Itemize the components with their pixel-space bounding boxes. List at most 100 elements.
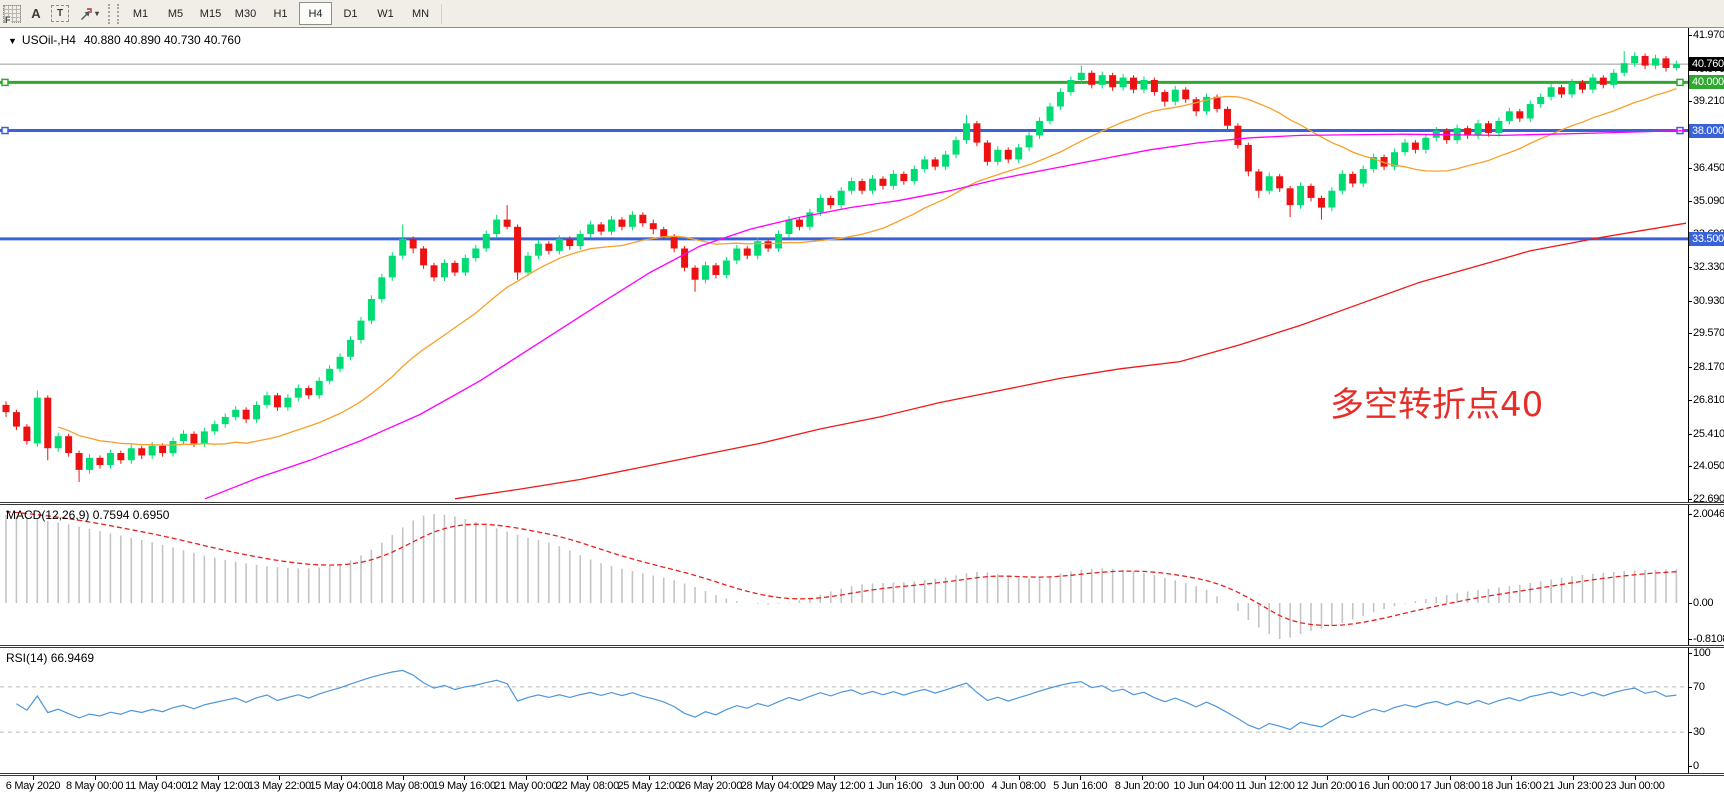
macd-signal-line [5,510,1677,627]
symbol-collapse-icon[interactable]: ▼ [8,36,17,46]
timeframe-button-d1[interactable]: D1 [343,7,358,20]
time-axis-tick [1326,776,1328,780]
price-axis-tick [1689,200,1692,202]
timeframe-toolbar: M1 M5 M15 M30 H1 H4 D1 W1 MN [123,2,438,25]
timeframe-button-m30[interactable]: M30 [234,7,257,20]
candles-layer [2,51,1680,482]
price-axis-tick [1689,267,1692,268]
rsi-axis-tick [1689,653,1692,654]
macd-indicator-label: MACD(12,26,9) 0.7594 0.6950 [6,508,169,522]
rsi-value: 66.9469 [50,651,95,665]
time-axis-tick [94,776,96,780]
macd-plot[interactable]: MACD(12,26,9) 0.7594 0.6950 [0,505,1689,645]
pane-separator[interactable] [0,502,1724,505]
price-pane[interactable]: ▼ USOil-,H4 40.880 40.890 40.730 40.760 多空… [0,28,1724,505]
time-axis-tick [1203,776,1205,780]
macd-pane[interactable]: MACD(12,26,9) 0.7594 0.6950 2.0046 0.00 -0… [0,505,1724,645]
timeframe-button-m1[interactable]: M1 [132,7,149,20]
time-axis-label: 8 May 00:00 [65,780,124,792]
chart-stack: ▼ USOil-,H4 40.880 40.890 40.730 40.760 多空… [0,28,1724,794]
time-axis-label: 28 May 04:00 [740,780,804,792]
time-axis-label: 5 Jun 16:00 [1053,780,1108,792]
timeframe-button-h4[interactable]: H4 [299,2,332,25]
rsi-axis-label: 0 [1693,760,1699,772]
toolbar-separator [441,3,442,24]
price-plot[interactable]: ▼ USOil-,H4 40.880 40.890 40.730 40.760 多空… [0,28,1689,502]
pane-separator[interactable] [0,645,1724,648]
time-axis-tick [1388,776,1390,780]
time-axis-tick [402,776,404,780]
price-axis-tick [1689,101,1692,103]
arrows-dropdown-caret[interactable]: ▾ [94,9,99,18]
toolbar: F A T ▾ M1 M5 M15 M30 H1 H4 D1 W1 MN [0,0,1724,28]
time-axis-label: 11 Jun 12:00 [1235,780,1295,792]
timeframe-button-m5[interactable]: M5 [167,7,184,20]
macd-values: 0.7594 0.6950 [92,508,170,522]
time-axis-label: 4 Jun 08:00 [991,780,1046,792]
arrows-icon [80,7,92,20]
time-axis-label: 26 May 20:00 [679,780,743,792]
time-axis-label: 10 Jun 04:00 [1173,780,1234,792]
time-axis-label: 16 Jun 00:00 [1358,780,1419,792]
price-axis-label: 26.810 [1693,393,1724,406]
macd-axis-tick [1689,513,1692,515]
macd-histogram [5,513,1678,639]
macd-axis-label: 2.0046 [1693,507,1724,520]
rsi-axis-tick [1689,732,1692,734]
rsi-axis-label: 100 [1693,647,1711,659]
price-axis-tick [1689,399,1692,401]
rsi-indicator-label: RSI(14) 66.9469 [6,651,94,665]
time-axis-tick [1449,776,1451,780]
time-axis-tick [649,776,650,780]
time-axis-label: 11 May 04:00 [125,780,188,792]
time-axis-label: 12 Jun 20:00 [1296,780,1357,792]
text-box-tool-button[interactable]: T [48,3,72,25]
time-axis-tick [33,776,34,780]
ma-slow-line [454,222,1687,500]
price-label-40.760: 40.760 [1689,57,1724,72]
rsi-axis-label: 70 [1693,680,1705,693]
price-axis-label: 22.690 [1693,493,1724,505]
text-label-tool-button[interactable]: A [24,3,48,25]
time-axis-tick [1141,776,1143,780]
price-axis-label: 24.050 [1693,460,1724,473]
price-label-38.000: 38.000 [1689,123,1724,138]
time-axis-label: 12 May 12:00 [186,780,250,792]
time-axis-tick [772,776,774,780]
hline-endpoint-marker [1676,78,1684,87]
time-axis-label: 19 May 16:00 [432,780,496,792]
timeframe-button-w1[interactable]: W1 [377,7,394,20]
price-axis-tick [1689,466,1692,468]
rsi-plot[interactable]: RSI(14) 66.9469 [0,648,1689,773]
time-axis-tick [1634,776,1636,780]
time-axis-label: 6 May 2020 [5,780,61,792]
time-axis-label: 8 Jun 20:00 [1114,780,1170,792]
text-label-icon: A [31,6,41,21]
price-axis-label: 39.210 [1693,95,1724,108]
rsi-chart [0,669,1688,733]
timeframe-button-m15[interactable]: M15 [199,7,222,20]
price-axis-label: 28.170 [1693,361,1724,374]
price-axis-label: 30.930 [1693,294,1724,307]
macd-axis-tick [1689,603,1692,604]
time-axis-label: 18 Jun 16:00 [1481,780,1542,792]
price-label-40.000: 40.000 [1689,75,1724,90]
price-axis-label: 32.330 [1693,261,1724,273]
price-axis-label: 41.970 [1693,29,1724,41]
selection-grid-tool-button[interactable]: F [0,3,24,25]
toolbar-grip[interactable] [108,3,119,24]
price-axis-tick [1689,367,1692,369]
rsi-pane[interactable]: RSI(14) 66.9469 100 70 30 0 [0,647,1724,773]
time-axis-tick [1018,776,1020,780]
selection-grid-icon: F [3,4,21,25]
price-axis[interactable]: 41.97040.57039.21037.81036.45035.09033.6… [1689,28,1724,505]
arrows-tool-button[interactable]: ▾ [72,3,106,25]
time-axis[interactable]: 6 May 2020 8 May 00:00 11 May 04:00 12 May … [0,776,1724,794]
timeframe-button-h1[interactable]: H1 [273,7,288,20]
price-axis-label: 25.410 [1693,427,1724,440]
time-axis-label: 23 Jun 00:00 [1604,780,1665,792]
time-axis-tick [525,776,527,780]
rsi-axis-tick [1689,686,1692,688]
timeframe-button-mn[interactable]: MN [411,7,430,20]
rsi-line [16,669,1677,731]
